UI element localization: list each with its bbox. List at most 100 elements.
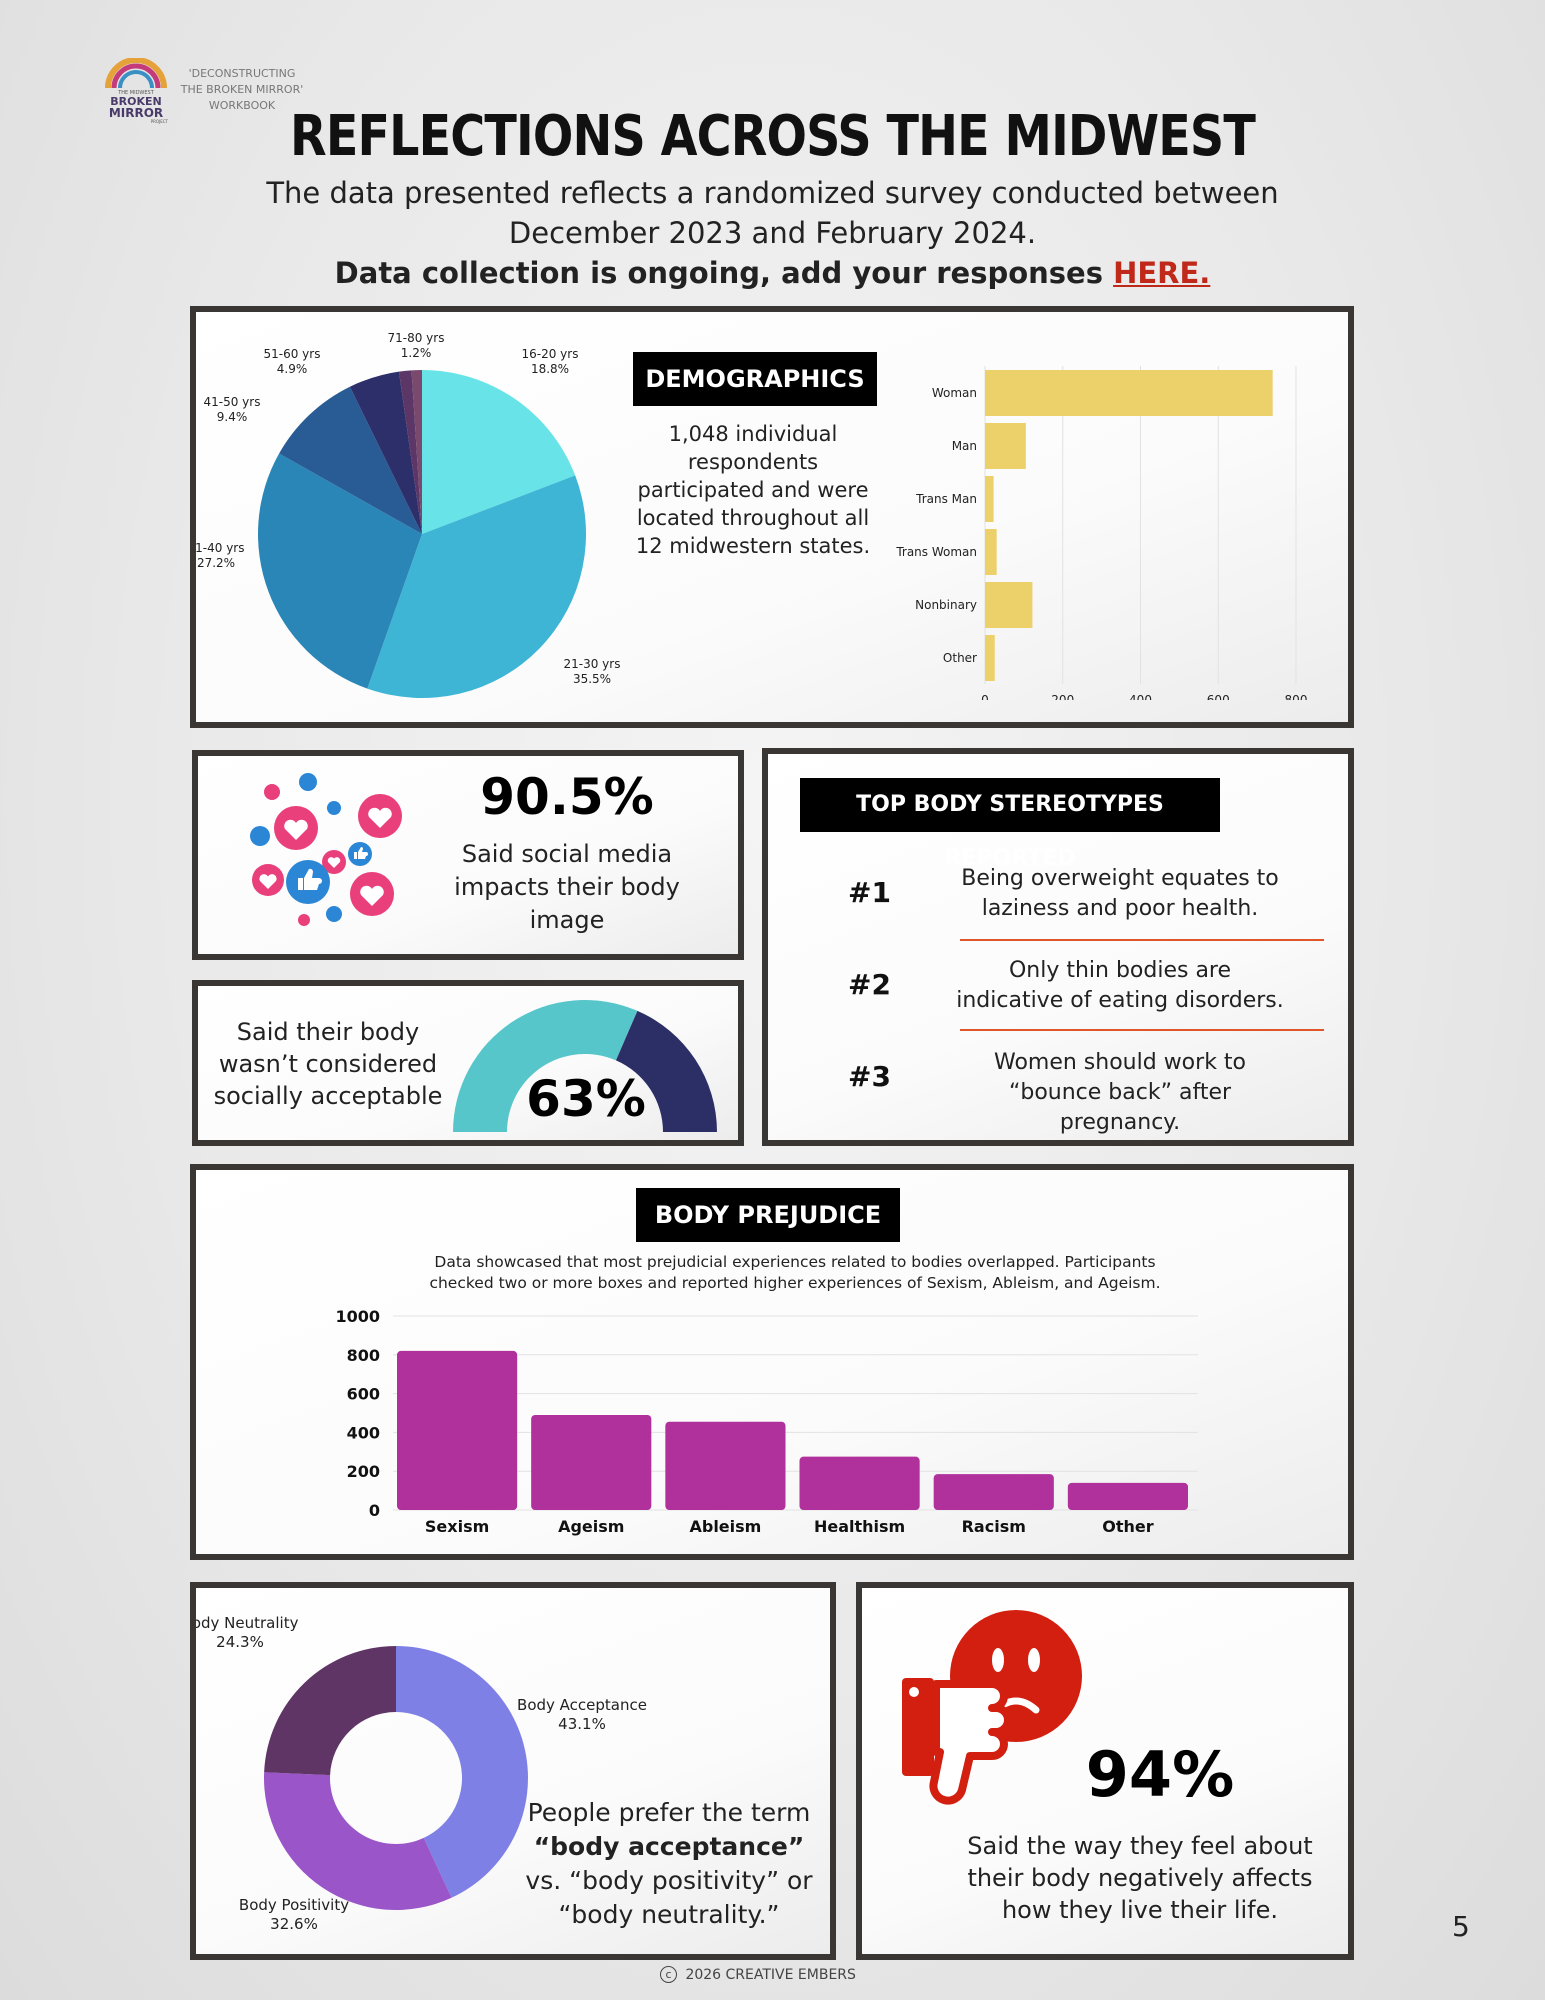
x-tick-label: Racism [962, 1517, 1026, 1536]
demographics-text-line: participated and were [637, 478, 869, 502]
y-tick-label: Other [943, 651, 977, 665]
page-title: REFLECTIONS ACROSS THE MIDWEST [290, 104, 1256, 169]
acceptable-text-line: Said their body [236, 1018, 420, 1046]
demographics-text-line: respondents [687, 450, 819, 474]
pie-value-label: 18.8% [531, 362, 569, 376]
stereotype-text-line: laziness and poor health. [981, 896, 1259, 921]
logo-caption: 'DECONSTRUCTING THE BROKEN MIRROR' WORKB… [172, 66, 312, 114]
logo-caption-line: THE BROKEN MIRROR' [180, 83, 304, 96]
y-tick-label: Nonbinary [915, 598, 977, 612]
logo-text: MIRROR [108, 106, 164, 120]
social-reactions-icon [250, 773, 402, 926]
acceptable-text-line: wasn’t considered [218, 1050, 438, 1078]
y-tick-label: 0 [369, 1501, 380, 1520]
pie-label: 16-20 yrs [522, 347, 579, 361]
donut-slice [396, 1646, 528, 1898]
social-text-line: Said social media [461, 840, 673, 868]
cta-text: Data collection is ongoing, add your res… [334, 256, 1114, 290]
x-tick-label: Sexism [425, 1517, 489, 1536]
pie-slice [367, 475, 586, 698]
stereotype-text: Women should work to “bounce back” after… [950, 1048, 1290, 1138]
social-media-panel [192, 750, 744, 960]
gauge-remainder [615, 1010, 717, 1132]
bar [531, 1414, 652, 1510]
stereotype-text-line: Being overweight equates to [961, 866, 1279, 891]
pie-value-label: 9.4% [217, 410, 248, 424]
terms-text: People prefer the term “body acceptance”… [518, 1796, 820, 1932]
y-tick-label: Woman [932, 386, 977, 400]
subtitle-line: The data presented reflects a randomized… [266, 176, 1279, 210]
acceptable-text: Said their body wasn’t considered social… [204, 1016, 452, 1112]
terms-text-line: People prefer the term [527, 1798, 811, 1827]
stereotypes-label: TOP BODY STEREOTYPES REPORTED [800, 778, 1220, 871]
social-text-line: image [529, 906, 605, 934]
stereotype-text: Only thin bodies are indicative of eatin… [950, 956, 1290, 1016]
bar [665, 1421, 786, 1510]
acceptable-text-line: socially acceptable [213, 1082, 443, 1110]
stereotype-divider [960, 939, 1324, 941]
bar [985, 582, 1033, 628]
responses-link[interactable]: HERE. [1113, 256, 1211, 290]
social-text-line: impacts their body [454, 873, 680, 901]
gauge-fill [453, 1000, 638, 1132]
pie-label: 41-50 yrs [204, 395, 261, 409]
stereotype-rank: #2 [848, 968, 891, 1001]
bar [985, 423, 1026, 469]
logo: THE MIDWEST BROKEN MIRROR PROJECT [104, 57, 168, 124]
y-tick-label: 800 [347, 1346, 380, 1365]
subtitle-cta: Data collection is ongoing, add your res… [0, 256, 1545, 290]
social-media-text: Said social media impacts their body ima… [440, 838, 694, 937]
bar [985, 370, 1273, 416]
terms-text-line: “body acceptance” [533, 1832, 805, 1861]
demographics-label: DEMOGRAPHICS [633, 352, 877, 406]
subtitle-line: December 2023 and February 2024. [508, 216, 1037, 250]
copyright: c 2026 CREATIVE EMBERS [660, 1966, 900, 1983]
negative-text-line: how they live their life. [1001, 1896, 1279, 1924]
x-tick-label: 0 [981, 693, 989, 700]
pie-slice [279, 386, 422, 534]
pie-slice [349, 371, 422, 534]
pie-value-label: 4.9% [277, 362, 308, 376]
logo-arc-icon [105, 57, 167, 89]
x-tick-label: Ableism [689, 1517, 761, 1536]
stereotype-item: #3 Women should work to “bounce back” af… [800, 1044, 1340, 1135]
stereotype-item: #2 Only thin bodies are indicative of ea… [800, 952, 1340, 1032]
donut-slice [264, 1772, 452, 1910]
bar [397, 1350, 518, 1510]
donut-value-label: 32.6% [270, 1915, 318, 1933]
copyright-text: 2026 CREATIVE EMBERS [685, 1966, 856, 1983]
donut-label: Body Positivity [239, 1896, 349, 1914]
gender-bar-chart: 0 200 400 600 800 Woman Man Trans Man Trans Woma… [895, 366, 1308, 700]
pie-slice [258, 453, 422, 689]
stereotype-text-line: indicative of eating disorders. [956, 988, 1284, 1013]
pie-slice [398, 370, 422, 534]
donut-slice [264, 1646, 396, 1776]
prejudice-description: Data showcased that most prejudicial exp… [360, 1252, 1230, 1294]
y-tick-label: 200 [347, 1462, 380, 1481]
donut-value-label: 24.3% [216, 1633, 264, 1651]
donut-label: Body Acceptance [517, 1696, 647, 1714]
terms-text-line: “body neutrality.” [558, 1900, 780, 1929]
x-tick-label: Ageism [558, 1517, 624, 1536]
demographics-text: 1,048 individual respondents participate… [620, 420, 886, 560]
pie-label: 51-60 yrs [264, 347, 321, 361]
negative-impact-text: Said the way they feel about their body … [950, 1830, 1330, 1926]
page-number: 5 [1452, 1910, 1470, 1943]
pie-label: 71-80 yrs [388, 331, 445, 345]
prejudice-desc-line: Data showcased that most prejudicial exp… [434, 1253, 1156, 1271]
logo-text: THE MIDWEST [118, 90, 154, 96]
x-tick-label: 400 [1129, 693, 1152, 700]
x-tick-label: Healthism [814, 1517, 905, 1536]
x-tick-label: Other [1102, 1517, 1153, 1536]
y-tick-label: 600 [347, 1385, 380, 1404]
terms-text-line: vs. “body positivity” or [525, 1866, 813, 1895]
x-tick-label: 600 [1207, 693, 1230, 700]
logo-caption-line: WORKBOOK [208, 99, 276, 112]
demographics-text-line: 12 midwestern states. [635, 534, 871, 558]
prejudice-bar-chart: 0 200 400 600 800 1000 Sexism Ageism Ableism Heal… [335, 1307, 1198, 1536]
x-tick-label: 800 [1285, 693, 1308, 700]
stereotype-rank: #3 [848, 1060, 891, 1093]
pie-value-label: 1.2% [401, 346, 432, 360]
donut-value-label: 43.1% [558, 1715, 606, 1733]
